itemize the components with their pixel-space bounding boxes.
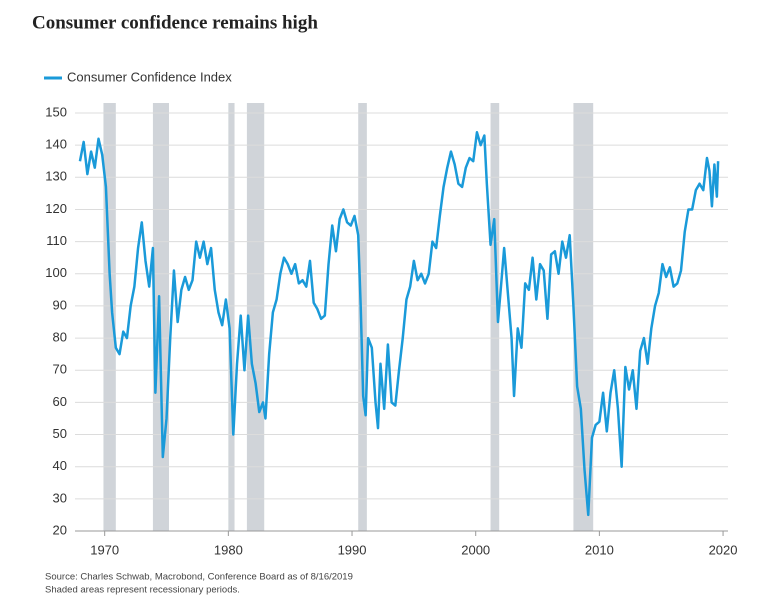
y-tick-label: 130 — [45, 169, 67, 184]
recession-band — [246, 103, 265, 531]
source-note: Shaded areas represent recessionary peri… — [45, 585, 240, 596]
recession-band — [573, 103, 594, 531]
source-note: Source: Charles Schwab, Macrobond, Confe… — [45, 572, 353, 583]
y-tick-label: 80 — [53, 330, 67, 345]
legend-label: Consumer Confidence Index — [67, 69, 232, 84]
recession-band — [228, 103, 235, 531]
x-tick-label: 1990 — [338, 542, 367, 557]
y-tick-label: 120 — [45, 201, 67, 216]
y-tick-label: 60 — [53, 394, 67, 409]
y-tick-label: 110 — [46, 233, 67, 248]
y-tick-label: 20 — [53, 522, 67, 537]
y-tick-label: 140 — [45, 137, 67, 152]
y-tick-label: 50 — [53, 426, 67, 441]
y-tick-label: 150 — [45, 104, 67, 119]
y-tick-label: 30 — [53, 490, 67, 505]
y-tick-label: 90 — [53, 297, 67, 312]
y-tick-label: 100 — [45, 265, 67, 280]
recession-band — [358, 103, 367, 531]
x-tick-label: 2000 — [461, 542, 490, 557]
x-tick-label: 1980 — [214, 542, 243, 557]
recession-band — [490, 103, 500, 531]
y-tick-label: 40 — [53, 458, 67, 473]
chart-title: Consumer confidence remains high — [32, 12, 318, 33]
y-tick-label: 70 — [53, 362, 67, 377]
x-tick-label: 2010 — [585, 542, 614, 557]
data-line — [78, 131, 720, 517]
x-tick-label: 1970 — [90, 542, 119, 557]
x-tick-label: 2020 — [709, 542, 738, 557]
